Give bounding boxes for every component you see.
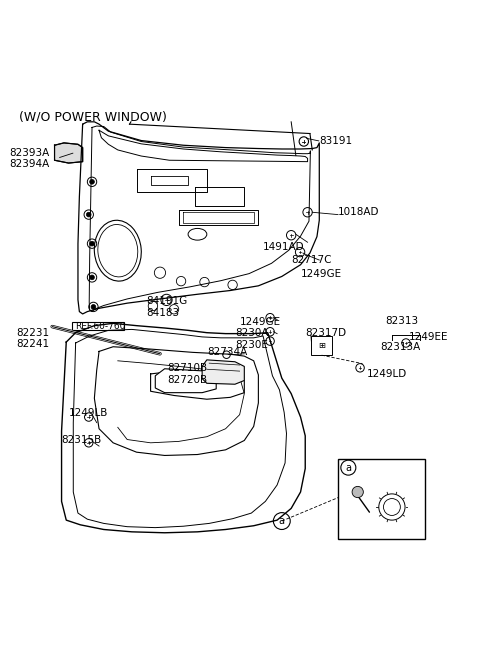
Polygon shape	[202, 360, 244, 384]
Circle shape	[90, 180, 95, 184]
Text: 82313A: 82313A	[380, 342, 420, 352]
Circle shape	[90, 241, 95, 246]
Text: 1243AE: 1243AE	[356, 512, 396, 522]
Polygon shape	[156, 369, 216, 393]
Text: 1249LB: 1249LB	[69, 408, 108, 419]
Text: 1249GE: 1249GE	[240, 318, 281, 327]
Text: 93530: 93530	[378, 470, 411, 480]
Circle shape	[90, 275, 95, 279]
Text: 1243AE: 1243AE	[344, 516, 384, 526]
Text: 82313: 82313	[385, 316, 418, 327]
Text: 83191: 83191	[319, 136, 352, 146]
Text: 1249GE: 1249GE	[300, 269, 342, 279]
Text: 82710B
82720B: 82710B 82720B	[167, 363, 207, 384]
Text: 1491AD: 1491AD	[263, 243, 305, 253]
Text: a: a	[279, 516, 285, 526]
Text: 84191G
84183: 84191G 84183	[146, 296, 187, 318]
Text: 93530: 93530	[389, 495, 421, 505]
Text: ⊞: ⊞	[318, 341, 325, 350]
Text: 1249LD: 1249LD	[367, 369, 408, 379]
Text: 82393A
82394A: 82393A 82394A	[10, 148, 50, 169]
Circle shape	[91, 304, 96, 309]
Text: 82317D: 82317D	[305, 328, 347, 338]
Text: 8230A
8230E: 8230A 8230E	[235, 329, 268, 350]
Text: 82717C: 82717C	[291, 255, 332, 264]
Circle shape	[86, 213, 91, 217]
Text: 82315B: 82315B	[61, 434, 102, 445]
Text: 1249EE: 1249EE	[408, 333, 448, 342]
Text: REF.60-760: REF.60-760	[75, 321, 125, 331]
Bar	[338, 459, 425, 539]
Text: 1018AD: 1018AD	[338, 207, 380, 216]
Circle shape	[352, 486, 363, 498]
Polygon shape	[55, 143, 83, 163]
Text: (W/O POWER WINDOW): (W/O POWER WINDOW)	[19, 110, 167, 123]
Text: 82734A: 82734A	[207, 348, 247, 358]
Text: 82231
82241: 82231 82241	[17, 327, 50, 349]
Bar	[312, 337, 332, 355]
Text: a: a	[345, 462, 351, 472]
